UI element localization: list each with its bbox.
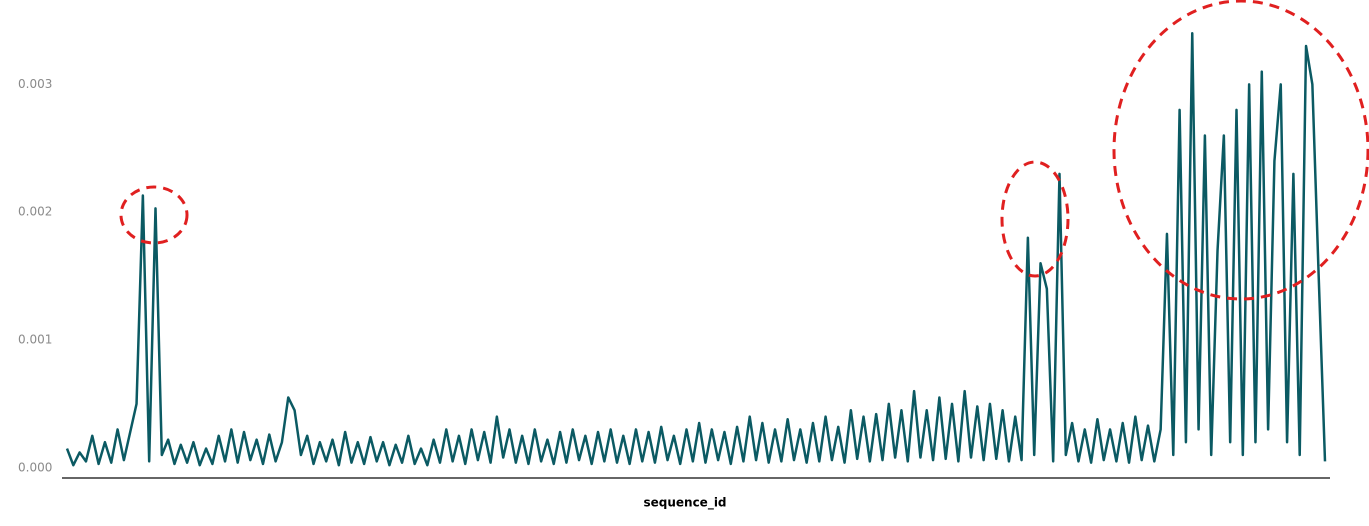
plot-area	[65, 31, 1327, 467]
annotations	[119, 0, 1369, 301]
x-axis-label: sequence_id	[643, 496, 726, 511]
y-tick-label: 0.000	[18, 460, 52, 474]
highlight-ellipse	[119, 185, 189, 245]
data-line	[65, 31, 1327, 467]
y-tick-label: 0.003	[18, 77, 52, 91]
highlight-ellipse	[1112, 0, 1369, 301]
highlight-ellipse	[1000, 160, 1070, 278]
y-tick-label: 0.001	[18, 332, 52, 346]
y-tick-label: 0.002	[18, 205, 52, 219]
